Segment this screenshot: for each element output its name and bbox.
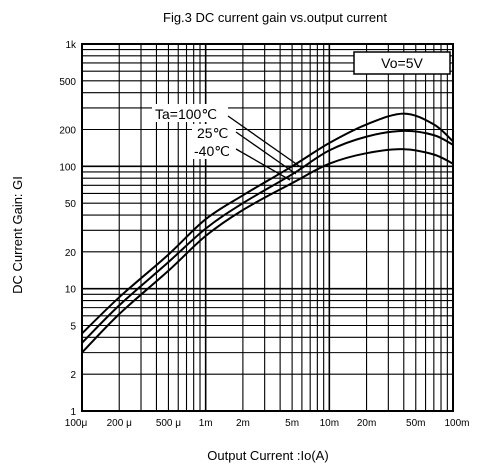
y-tick-labels: 1k 500 200 100 50 20 10 5 2 1 — [59, 40, 77, 418]
plot-frame — [81, 43, 454, 412]
leader-line-100c — [227, 115, 303, 169]
x-tick-label: 2m — [236, 418, 250, 429]
y-tick-label: 2 — [70, 370, 76, 381]
x-tick-label: 200 μ — [107, 418, 132, 429]
y-tick-label: 1k — [65, 40, 77, 51]
x-tick-label: 20m — [357, 418, 376, 429]
y-axis-label: DC Current Gain: GI — [10, 176, 25, 294]
x-tick-labels: 100μ 200 μ 500 μ 1m 2m 5m 10m 20m 50m 100m — [65, 418, 470, 429]
x-tick-label: 5m — [285, 418, 299, 429]
y-tick-label: 200 — [59, 126, 76, 137]
leader-line-25c — [235, 131, 297, 175]
series-label-25c: 25℃ — [197, 125, 228, 141]
condition-box: Vo=5V — [353, 51, 451, 75]
y-tick-label: 500 — [59, 77, 76, 88]
y-tick-label: 100 — [59, 162, 76, 173]
x-tick-label: 1m — [199, 418, 213, 429]
y-tick-label: 20 — [65, 248, 77, 259]
x-tick-label: 100μ — [65, 418, 88, 429]
y-tick-label: 5 — [70, 321, 76, 332]
x-tick-label: 50m — [406, 418, 425, 429]
condition-label: Vo=5V — [381, 55, 423, 71]
y-tick-label: 10 — [65, 285, 77, 296]
x-tick-label: 10m — [320, 418, 339, 429]
curve-25c — [81, 129, 454, 344]
leader-line-minus40c — [235, 148, 291, 181]
x-axis-label: Output Current :Io(A) — [207, 448, 328, 463]
series-label-100c: Ta=100℃ — [155, 106, 217, 122]
y-tick-label: 50 — [65, 199, 77, 210]
chart-title: Fig.3 DC current gain vs.output current — [163, 10, 387, 25]
curve-100c — [81, 112, 454, 335]
x-tick-label: 100m — [444, 418, 469, 429]
series-labels: Ta=100℃ 25℃ -40℃ — [152, 104, 303, 181]
x-tick-label: 500 μ — [156, 418, 181, 429]
grid — [82, 44, 453, 411]
curve-minus40c — [81, 148, 454, 354]
y-tick-label: 1 — [70, 407, 76, 418]
curves — [81, 112, 454, 354]
series-label-minus40c: -40℃ — [194, 143, 230, 159]
